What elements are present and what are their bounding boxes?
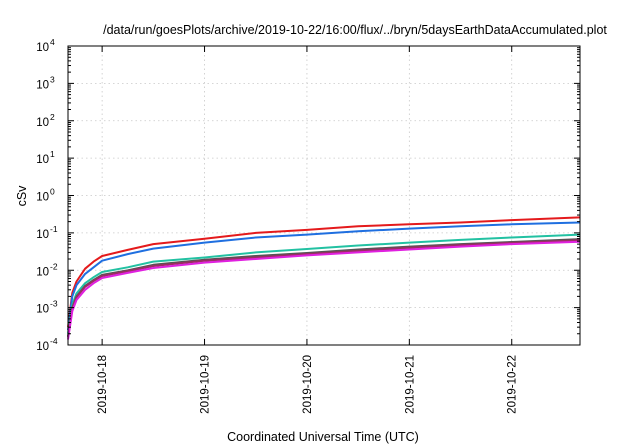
y-tick-label: 10 -4 xyxy=(36,336,58,353)
grid-lines xyxy=(68,46,580,345)
x-tick-label: 2019-10-20 xyxy=(302,355,314,414)
y-tick-base: 10 xyxy=(36,229,49,241)
y-tick-exponent: -2 xyxy=(50,261,58,271)
y-axis-label: cSv xyxy=(15,185,29,207)
series-line-1 xyxy=(67,216,581,328)
x-tick-label: 2019-10-22 xyxy=(507,355,519,414)
y-tick-exponent: 3 xyxy=(50,74,55,84)
series-line-3 xyxy=(67,233,581,334)
y-tick-label: 10 -2 xyxy=(36,261,58,278)
y-tick-base: 10 xyxy=(36,117,49,129)
y-tick-exponent: -1 xyxy=(50,224,58,234)
y-tick-exponent: -4 xyxy=(50,336,58,346)
y-tick-label: 10 2 xyxy=(36,112,55,129)
chart-title: /data/run/goesPlots/archive/2019-10-22/1… xyxy=(103,23,607,37)
y-tick-base: 10 xyxy=(36,154,49,166)
y-tick-base: 10 xyxy=(36,42,49,54)
y-tick-label: 10 -1 xyxy=(36,224,58,241)
y-tick-label: 10 0 xyxy=(36,187,55,204)
x-tick-label: 2019-10-21 xyxy=(404,355,416,414)
y-tick-label: 10 3 xyxy=(36,74,55,91)
y-tick-base: 10 xyxy=(36,192,49,204)
x-tick-label: 2019-10-18 xyxy=(97,355,109,414)
y-tick-base: 10 xyxy=(36,341,49,353)
y-tick-label: 10 4 xyxy=(36,37,55,54)
y-tick-base: 10 xyxy=(36,266,49,278)
series-line-5 xyxy=(67,239,581,338)
y-tick-label: 10 -3 xyxy=(36,299,58,316)
y-tick-base: 10 xyxy=(36,304,49,316)
series-line-6 xyxy=(67,240,581,340)
y-tick-exponent: -3 xyxy=(50,299,58,309)
x-axis-label: Coordinated Universal Time (UTC) xyxy=(227,430,419,444)
y-tick-exponent: 2 xyxy=(50,112,55,122)
y-tick-exponent: 1 xyxy=(50,149,55,159)
y-tick-exponent: 0 xyxy=(50,187,55,197)
y-tick-base: 10 xyxy=(36,79,49,91)
plot-series xyxy=(67,216,581,340)
y-tick-exponent: 4 xyxy=(50,37,55,47)
x-tick-label: 2019-10-19 xyxy=(200,355,212,414)
series-line-2 xyxy=(67,221,581,331)
y-tick-label: 10 1 xyxy=(36,149,55,166)
